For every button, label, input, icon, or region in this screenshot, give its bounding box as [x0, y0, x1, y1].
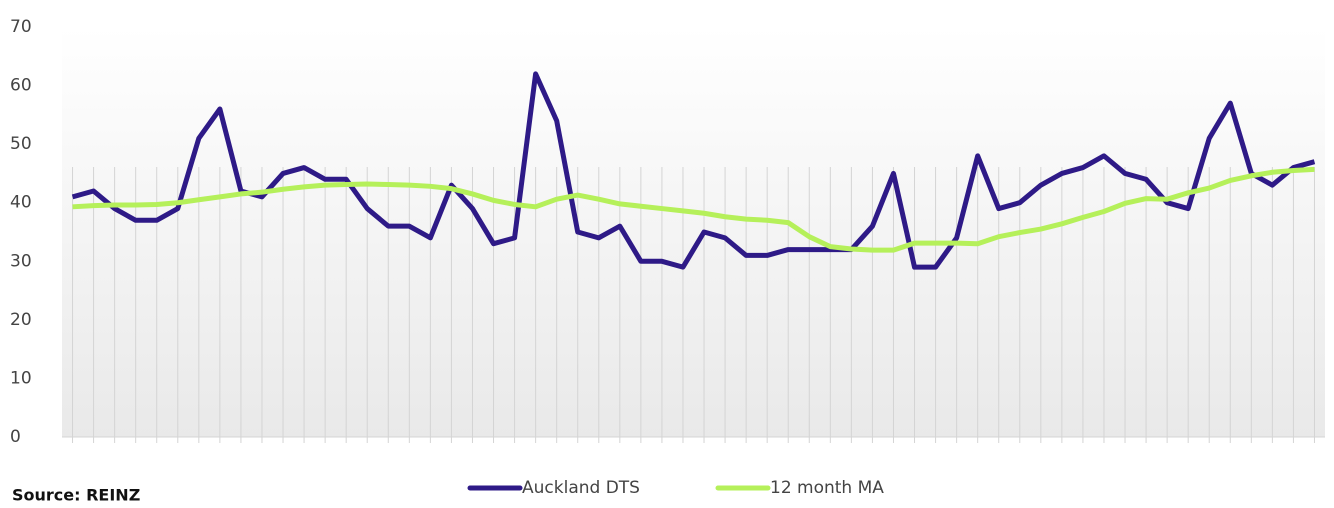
y-tick-label: 60 [10, 76, 32, 96]
series-line [72, 166, 1315, 253]
y-tick-label: 20 [10, 310, 32, 330]
y-tick-label: 50 [10, 134, 32, 154]
y-tick-label: 70 [10, 17, 32, 37]
plot-background [62, 27, 1325, 437]
legend-label: Auckland DTS [522, 478, 640, 498]
y-tick-label: 10 [10, 368, 32, 388]
y-tick-label: 30 [10, 251, 32, 271]
series-line [71, 71, 1316, 270]
y-tick-label: 0 [10, 427, 21, 447]
legend-label: 12 month MA [770, 478, 884, 498]
y-tick-label: 40 [10, 193, 32, 213]
source: Source: REINZ [12, 486, 140, 505]
